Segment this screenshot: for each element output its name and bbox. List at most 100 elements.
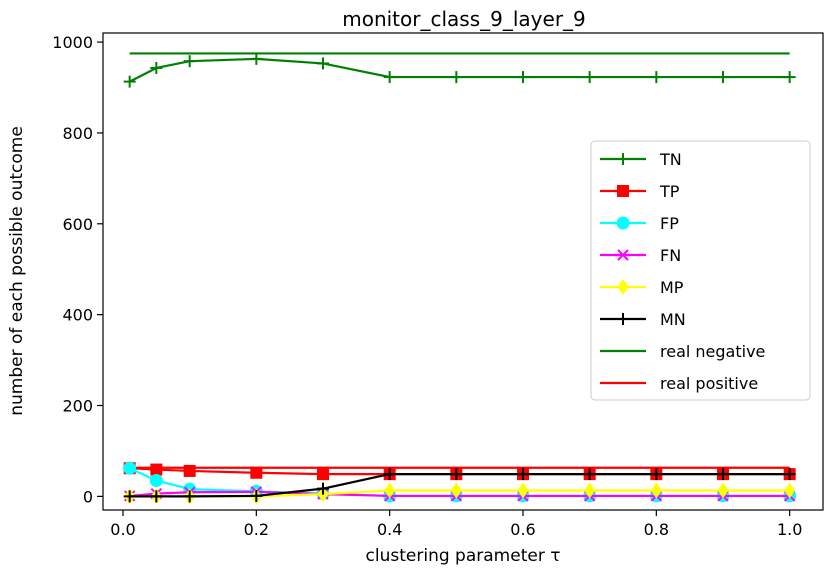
series-tn [123, 52, 796, 88]
point-tn-8 [583, 71, 596, 84]
point-tp-4 [317, 468, 329, 481]
point-mn-10 [717, 468, 729, 481]
point-mn-2 [183, 490, 196, 503]
point-tn-0 [123, 75, 136, 88]
series-line-tn [129, 57, 790, 83]
series-mn [123, 468, 796, 503]
legend-label-real-positive: real positive [660, 374, 758, 393]
series-line-fn [129, 490, 790, 498]
point-tp-2 [183, 464, 196, 477]
point-mn-4 [317, 482, 329, 495]
point-tn-4 [317, 57, 329, 70]
point-tn-1 [150, 61, 163, 74]
legend-marker-fn-b [617, 249, 629, 261]
legend-marker-tp [617, 185, 629, 197]
legend: TN TP FP FN MP MN real negative real positive [590, 140, 811, 401]
legend-label-mp: MP [660, 278, 684, 297]
point-tn-6 [450, 71, 463, 84]
legend-label-real-negative: real negative [660, 342, 765, 361]
legend-item-mn: MN [600, 310, 686, 329]
legend-marker-mp [617, 279, 629, 295]
point-mn-0 [123, 490, 136, 503]
point-mp-11 [784, 482, 796, 499]
legend-frame [590, 140, 811, 401]
point-mn-3 [250, 489, 263, 502]
point-mn-5 [383, 468, 396, 481]
y-tick-label-4: 800 [62, 124, 93, 143]
legend-label-tp: TP [659, 182, 680, 201]
point-mp-9 [650, 482, 662, 499]
point-tp-1-shape [150, 463, 163, 476]
point-fp-1 [149, 473, 163, 487]
point-mp-6 [450, 482, 462, 499]
legend-marker-tn [617, 153, 629, 165]
point-fp-0-shape [123, 461, 137, 475]
point-tn-7 [517, 71, 529, 84]
legend-item-real-negative: real negative [600, 342, 765, 361]
point-mn-9 [650, 468, 663, 481]
point-tp-3 [250, 466, 263, 479]
point-mp-9-shape [650, 482, 662, 499]
x-axis-label: clustering parameter τ [366, 546, 561, 566]
y-tick-label-2: 400 [62, 306, 93, 325]
point-tn-9 [650, 71, 663, 84]
legend-label-fn: FN [660, 246, 681, 265]
y-tick-label-1: 200 [62, 397, 93, 416]
legend-marker-tp-shape [617, 185, 629, 197]
point-mn-1 [150, 490, 163, 503]
point-fp-0 [123, 461, 137, 475]
point-mn-6 [450, 468, 463, 481]
point-tn-5 [383, 71, 396, 84]
legend-item-tn: TN [600, 150, 682, 169]
point-fp-1-shape [149, 473, 163, 487]
y-axis-label: number of each possible outcome [7, 126, 27, 416]
point-tp-2-shape [183, 464, 196, 477]
legend-label-fp: FP [660, 214, 679, 233]
x-tick-label-0: 0.0 [110, 520, 135, 539]
point-mp-6-shape [450, 482, 462, 499]
legend-marker-fp-shape [616, 216, 630, 230]
legend-marker-fn [617, 249, 629, 261]
axes-frame [102, 32, 824, 511]
point-mp-11-shape [784, 482, 796, 499]
point-mn-8 [583, 468, 596, 481]
x-tick-label-3: 0.6 [510, 520, 535, 539]
chart-title: monitor_class_9_layer_9 [342, 7, 586, 31]
point-tp-3-shape [250, 466, 263, 479]
point-tp-4-shape [317, 468, 329, 481]
legend-item-mp: MP [600, 278, 684, 297]
point-tn-11 [783, 71, 796, 84]
y-tick-label-5: 1000 [52, 33, 93, 52]
legend-marker-mp-shape [617, 279, 629, 295]
point-tn-2 [183, 55, 196, 68]
plot-area [123, 52, 797, 505]
legend-marker-mn [617, 313, 629, 325]
y-tick-label-3: 600 [62, 215, 93, 234]
y-tick-label-0: 0 [83, 487, 93, 506]
point-mp-10 [717, 482, 729, 499]
legend-item-tp: TP [600, 182, 680, 201]
legend-marker-fp [616, 216, 630, 230]
x-tick-label-5: 1.0 [777, 520, 802, 539]
point-mn-11 [783, 468, 796, 481]
point-tp-1 [150, 463, 163, 476]
legend-item-fp: FP [600, 214, 679, 233]
point-mp-5 [384, 482, 396, 499]
legend-label-tn: TN [659, 150, 682, 169]
axis-ticks: 0.0 0.2 0.4 0.6 0.8 1.0 0 200 400 600 800 1000 [52, 33, 802, 539]
point-tn-10 [717, 71, 729, 84]
point-mp-7 [517, 482, 529, 499]
point-mp-5-shape [384, 482, 396, 499]
point-mp-8 [584, 482, 596, 499]
point-mp-7-shape [517, 482, 529, 499]
legend-label-mn: MN [660, 310, 686, 329]
x-tick-label-4: 0.8 [644, 520, 669, 539]
legend-item-fn: FN [600, 246, 681, 265]
point-tn-3 [250, 52, 263, 65]
x-tick-label-2: 0.4 [377, 520, 402, 539]
point-mn-7 [517, 468, 529, 481]
point-mp-8-shape [584, 482, 596, 499]
x-tick-label-1: 0.2 [244, 520, 269, 539]
point-mp-10-shape [717, 482, 729, 499]
